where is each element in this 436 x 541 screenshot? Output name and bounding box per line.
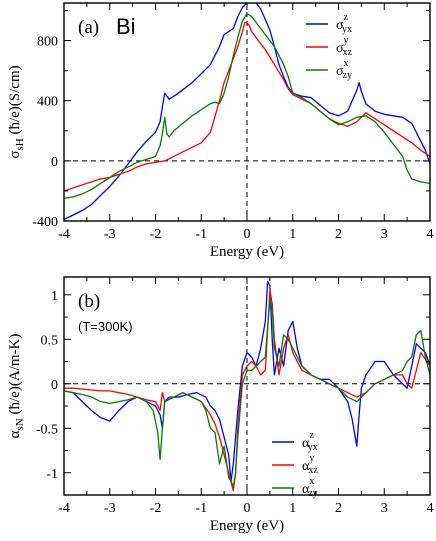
series-group (64, 280, 430, 492)
legend-label-zy: αx zy (302, 476, 318, 499)
legend-label-zy: σx zy (336, 58, 352, 81)
x-tick-label: 0 (244, 227, 251, 242)
y-axis-label: αsN (ħ/e)(A/m-K) (7, 334, 26, 439)
legend-label-xz: αy xz (302, 453, 318, 476)
x-tick-label: 4 (427, 227, 434, 242)
element-label: Bi (116, 14, 136, 39)
series-line-xz (64, 21, 430, 192)
panel-b: -4 -3 -2 -1 0 1 2 3 4 -1 -0.5 0 0.5 1 Energy (eV) αsN (… (7, 276, 434, 534)
x-tick-label: -1 (195, 227, 207, 242)
series-line-yx (64, 280, 430, 483)
x-tick-label: -3 (104, 227, 116, 242)
y-tick-label: 1 (51, 289, 58, 304)
y-tick-label: 0 (51, 155, 58, 170)
panel-label: (a) (78, 17, 99, 38)
panel-a: -4 -3 -2 -1 0 1 2 3 4 -400 0 400 800 Energy (eV) σsH (… (7, 2, 434, 260)
y-tick-label: 400 (37, 95, 58, 110)
legend-label-yx: αz yx (302, 430, 318, 453)
x-tick-label: -2 (150, 227, 162, 242)
legend-label-xz: σy xz (336, 35, 353, 58)
x-tick-label: -4 (58, 501, 70, 516)
x-tick-label: 1 (289, 501, 296, 516)
panel-label: (b) (78, 291, 100, 312)
x-tick-label: 4 (427, 501, 434, 516)
y-tick-label: 0.5 (41, 333, 59, 348)
temperature-annotation: (T=300K) (78, 319, 133, 334)
y-tick-label: -1 (46, 467, 58, 482)
x-axis-label: Energy (eV) (210, 518, 284, 534)
x-tick-label: 1 (289, 227, 296, 242)
x-tick-label: -3 (104, 501, 116, 516)
x-tick-label: 0 (244, 501, 251, 516)
y-tick-label: -400 (32, 215, 58, 230)
legend-label-yx: σz yx (336, 12, 352, 35)
y-tick-label: 0 (51, 378, 58, 393)
series-line-zy (64, 298, 430, 487)
x-tick-label: 2 (335, 227, 342, 242)
series-group (64, 3, 430, 221)
x-axis-label: Energy (eV) (210, 244, 284, 260)
y-tick-label: -0.5 (36, 422, 58, 437)
x-tick-label: 3 (381, 501, 388, 516)
x-tick-label: 2 (335, 501, 342, 516)
x-tick-label: -2 (150, 501, 162, 516)
series-line-zy (64, 12, 430, 200)
y-tick-label: 800 (37, 35, 58, 50)
x-tick-label: -4 (58, 227, 70, 242)
y-axis-label: σsH (ħ/e)(S/cm) (7, 65, 26, 158)
series-line-yx (64, 3, 430, 221)
x-tick-label: 3 (381, 227, 388, 242)
x-tick-label: -1 (195, 501, 207, 516)
